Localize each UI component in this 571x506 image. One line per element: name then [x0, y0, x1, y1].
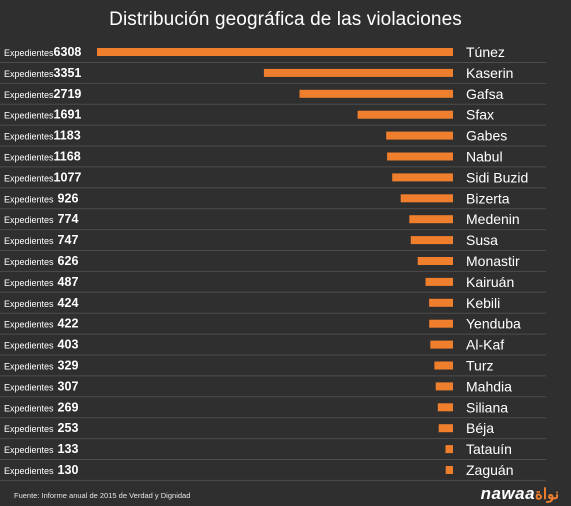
bar-value-label: Expedientes1168	[4, 150, 81, 164]
bar	[400, 194, 453, 203]
category-label: Nabul	[466, 149, 503, 165]
bar	[299, 89, 453, 98]
bar-value-label: Expedientes 487	[4, 275, 78, 289]
bar	[437, 403, 453, 412]
bar	[430, 340, 453, 349]
bar	[434, 361, 453, 370]
category-label: Zaguán	[466, 462, 513, 478]
bar	[425, 277, 453, 286]
category-label: Susa	[466, 232, 498, 248]
bar-value-label: Expedientes6308	[4, 45, 81, 59]
category-label: Kairuán	[466, 274, 514, 290]
bar	[392, 173, 453, 182]
brand-wordmark: nawaa	[480, 484, 536, 503]
bar	[386, 131, 453, 140]
category-label: Kaserin	[466, 65, 513, 81]
bar	[417, 257, 453, 265]
bar-value-label: Expedientes 747	[4, 233, 78, 247]
category-label: Al-Kaf	[466, 337, 504, 353]
category-label: Siliana	[466, 399, 508, 415]
bar-value-label: Expedientes 422	[4, 317, 78, 331]
chart-title: Distribución geográfica de las violacion…	[109, 9, 462, 30]
bar-value-label: Expedientes 307	[4, 379, 78, 393]
bar	[429, 298, 453, 307]
bar-value-label: Expedientes 626	[4, 254, 78, 268]
category-label: Béja	[466, 420, 494, 436]
category-label: Sidi Buzid	[466, 169, 528, 185]
category-label: Monastir	[466, 253, 520, 269]
category-label: Gabes	[466, 128, 507, 144]
bar-value-label: Expedientes 926	[4, 191, 78, 205]
bar-value-label: Expedientes 130	[4, 463, 78, 477]
bar-value-label: Expedientes 329	[4, 359, 78, 373]
bar	[438, 424, 453, 433]
bar-value-label: Expedientes 424	[4, 296, 78, 310]
category-label: Turz	[466, 358, 493, 374]
category-label: Yenduba	[466, 316, 521, 332]
brand-logo: nawaaنواة	[481, 484, 559, 504]
bar-value-label: Expedientes1691	[4, 108, 81, 122]
bar	[387, 152, 453, 161]
bar-value-label: Expedientes 774	[4, 212, 78, 226]
bar	[445, 466, 453, 474]
bar	[435, 382, 453, 391]
bar	[429, 319, 453, 328]
bar	[263, 68, 453, 77]
bar-value-label: Expedientes 133	[4, 442, 78, 456]
bar-value-label: Expedientes1183	[4, 129, 81, 143]
category-label: Sfax	[466, 107, 494, 123]
bar-value-label: Expedientes 269	[4, 400, 78, 414]
bar-value-label: Expedientes1077	[4, 170, 81, 184]
category-label: Tatauín	[466, 441, 512, 457]
category-label: Túnez	[466, 44, 505, 60]
bar	[97, 48, 453, 56]
bar-value-label: Expedientes 253	[4, 421, 78, 435]
category-label: Bizerta	[466, 190, 510, 206]
brand-arabic-wordmark: نواة	[535, 486, 559, 503]
category-label: Gafsa	[466, 86, 504, 102]
bar-value-label: Expedientes 403	[4, 338, 78, 352]
bar	[357, 110, 453, 119]
bar-value-label: Expedientes3351	[4, 66, 81, 80]
category-label: Mahdia	[466, 378, 512, 394]
bar-value-label: Expedientes2719	[4, 87, 81, 101]
bar	[409, 215, 453, 224]
bar	[445, 445, 453, 454]
category-label: Kebili	[466, 295, 500, 311]
source-note: Fuente: Informe anual de 2015 de Verdad …	[14, 491, 191, 500]
category-label: Medenin	[466, 211, 520, 227]
bar	[410, 236, 453, 245]
